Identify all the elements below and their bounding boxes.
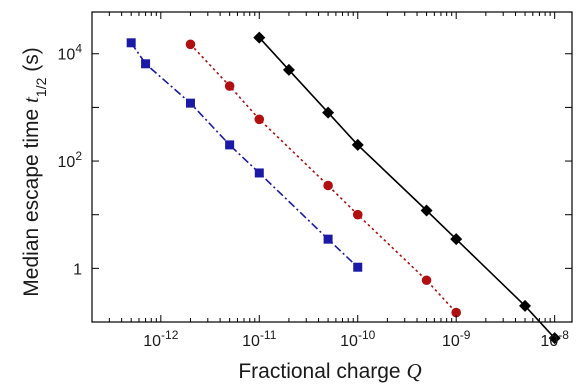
series-3-point: [322, 106, 335, 119]
series-1-point: [353, 262, 363, 272]
series-2-point: [185, 39, 196, 50]
series-2-point: [352, 209, 363, 220]
x-tick-label: 10-11: [242, 328, 277, 350]
axes-layer: 10-12 10-11 10-10 10-9 10-8 1 102 104: [58, 12, 572, 350]
series-1-point: [254, 168, 264, 178]
series-3-point: [253, 31, 266, 44]
series-2-point: [254, 114, 265, 125]
series-layer: [126, 31, 561, 345]
y-tick-label: 102: [58, 149, 83, 171]
series-1-point: [323, 234, 333, 244]
x-axis-title-symbol: Q: [406, 359, 421, 383]
y-tick-label: 104: [58, 42, 83, 64]
y-axis-title-symbol: t: [19, 96, 43, 103]
x-tick-label: 10-12: [143, 328, 178, 350]
x-tick-label: 10-9: [442, 328, 471, 350]
y-axis-title-subscript: 1/2: [33, 77, 49, 97]
y-axis-title-unit: (s): [20, 47, 43, 77]
series-1-point: [141, 59, 151, 69]
plot-frame: [91, 11, 573, 323]
series-2-point: [323, 180, 333, 191]
series-2-point: [224, 81, 235, 91]
series-3-point: [420, 204, 433, 217]
series-1-point: [126, 38, 136, 48]
x-tick-label: 10-8: [540, 328, 569, 350]
series-3-line: [258, 37, 556, 339]
series-3-point: [351, 138, 364, 151]
x-tick-label: 10-10: [340, 328, 375, 350]
plot-area: [91, 11, 573, 323]
x-axis-title-text: Fractional charge: [238, 360, 406, 383]
series-2-point: [451, 307, 462, 318]
y-axis-title: Median escape time t1/2 (s): [19, 47, 49, 296]
series-1-point: [185, 98, 195, 108]
series-3-point: [450, 233, 463, 246]
series-2-point: [421, 275, 432, 286]
y-tick-label: 1: [73, 261, 82, 278]
series-1-line: [130, 42, 359, 268]
x-axis-title: Fractional charge Q: [238, 359, 421, 383]
series-3-point: [282, 63, 295, 76]
series-3-point: [548, 332, 561, 345]
y-axis-title-text: Median escape time: [20, 103, 43, 297]
series-3-point: [519, 299, 532, 312]
series-1-point: [225, 140, 235, 150]
